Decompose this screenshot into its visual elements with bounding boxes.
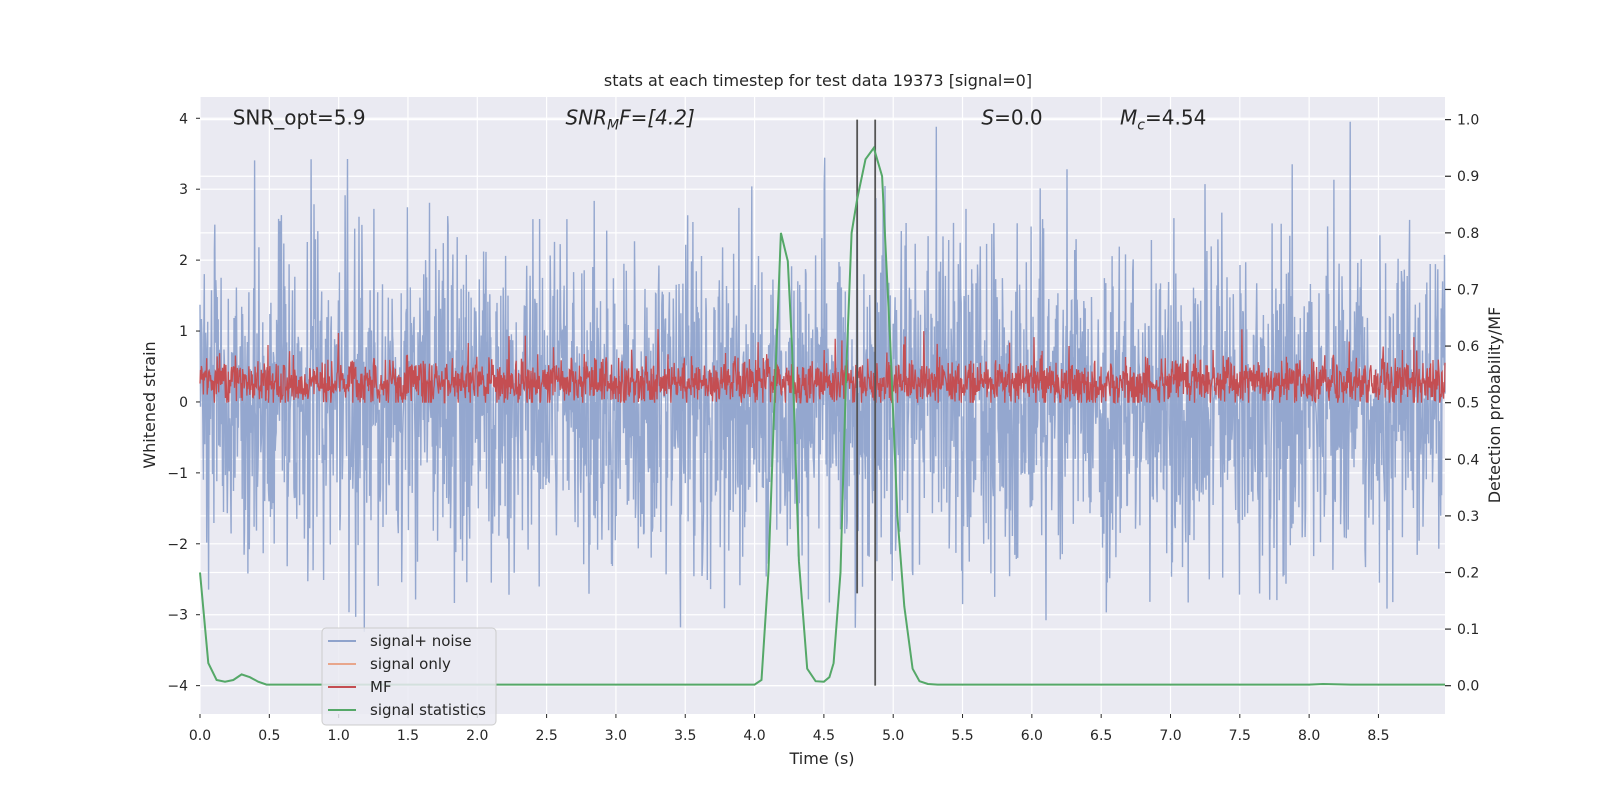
left-y-axis-label: Whitened strain — [140, 341, 159, 468]
series-mf — [199, 329, 1446, 405]
x-tick-label-5: 2.5 — [535, 728, 557, 744]
x-tick-label-17: 8.5 — [1367, 728, 1389, 744]
x-tick-label-3: 1.5 — [397, 728, 419, 744]
x-tick-label-14: 7.0 — [1159, 728, 1181, 744]
left-y-tick-label-8: 4 — [179, 111, 188, 127]
right-y-tick-labels: 0.0 0.1 0.2 0.3 0.4 0.5 0.6 0.7 0.8 0.9 1.0 — [1445, 113, 1479, 695]
right-y-tick-label-5: 0.5 — [1457, 396, 1479, 412]
x-tick-label-16: 8.0 — [1298, 728, 1320, 744]
legend-label-3: signal statistics — [370, 701, 486, 719]
signal-statistics-line — [199, 145, 1445, 686]
legend-label-1: signal only — [370, 655, 451, 673]
x-tick-label-8: 4.0 — [743, 728, 765, 744]
x-tick-label-13: 6.5 — [1090, 728, 1112, 744]
x-tick-label-9: 4.5 — [813, 728, 835, 744]
x-tick-label-12: 6.0 — [1021, 728, 1043, 744]
right-y-tick-label-8: 0.8 — [1457, 226, 1479, 242]
chart-title: stats at each timestep for test data 193… — [604, 71, 1032, 90]
right-y-axis-label: Detection probability/MF — [1485, 307, 1504, 504]
x-tick-label-10: 5.0 — [882, 728, 904, 744]
legend-label-2: MF — [370, 678, 392, 696]
annotation-2: S=0.0 — [981, 105, 1042, 129]
left-y-tick-label-7: 3 — [179, 182, 188, 198]
x-tick-labels: 0.0 0.5 1.0 1.5 2.0 2.5 3.0 3.5 4.0 4.5 5.0 5.5 6.0 6… — [189, 714, 1390, 744]
left-y-tick-label-4: 0 — [179, 395, 188, 411]
left-y-tick-label-3: −1 — [167, 466, 188, 482]
legend-box — [321, 627, 497, 726]
mf-line — [199, 329, 1446, 405]
right-y-tick-label-0: 0.0 — [1457, 679, 1479, 695]
x-axis-label: Time (s) — [788, 749, 854, 768]
right-y-tick-label-10: 1.0 — [1457, 113, 1479, 129]
legend: signal+ noise signal only MF signal statist… — [321, 627, 497, 726]
annotations: SNR_opt=5.9 SNRMF=[4.2] S=0.0 Mc=4.54 — [233, 105, 1207, 133]
legend-label-0: signal+ noise — [370, 632, 472, 650]
x-tick-label-2: 1.0 — [328, 728, 350, 744]
annotation-1: SNRMF=[4.2] — [565, 105, 694, 133]
right-y-tick-label-3: 0.3 — [1457, 509, 1479, 525]
x-tick-label-4: 2.0 — [466, 728, 488, 744]
left-y-tick-label-0: −4 — [167, 679, 188, 695]
series-signal-noise — [199, 121, 1446, 632]
left-y-tick-label-5: 1 — [179, 324, 188, 340]
annotation-3: Mc=4.54 — [1120, 105, 1206, 133]
left-y-tick-label-2: −2 — [167, 537, 188, 553]
right-y-tick-label-6: 0.6 — [1457, 339, 1479, 355]
right-y-tick-label-9: 0.9 — [1457, 169, 1479, 185]
right-y-tick-label-4: 0.4 — [1457, 452, 1479, 468]
x-tick-label-1: 0.5 — [258, 728, 280, 744]
annotation-0: SNR_opt=5.9 — [233, 105, 366, 129]
right-y-tick-label-7: 0.7 — [1457, 282, 1479, 298]
right-y-tick-label-2: 0.2 — [1457, 565, 1479, 581]
x-tick-label-6: 3.0 — [605, 728, 627, 744]
x-tick-label-0: 0.0 — [189, 728, 211, 744]
left-y-tick-label-6: 2 — [179, 253, 188, 269]
x-tick-label-7: 3.5 — [674, 728, 696, 744]
left-y-tick-label-1: −3 — [167, 608, 188, 624]
x-tick-label-11: 5.5 — [951, 728, 973, 744]
x-tick-label-15: 7.5 — [1229, 728, 1251, 744]
series-signal-statistics — [199, 145, 1445, 686]
signal-noise-line — [199, 121, 1446, 632]
right-y-tick-label-1: 0.1 — [1457, 622, 1479, 638]
left-y-tick-labels: −4 −3 −2 −1 0 1 2 3 4 — [167, 111, 200, 695]
